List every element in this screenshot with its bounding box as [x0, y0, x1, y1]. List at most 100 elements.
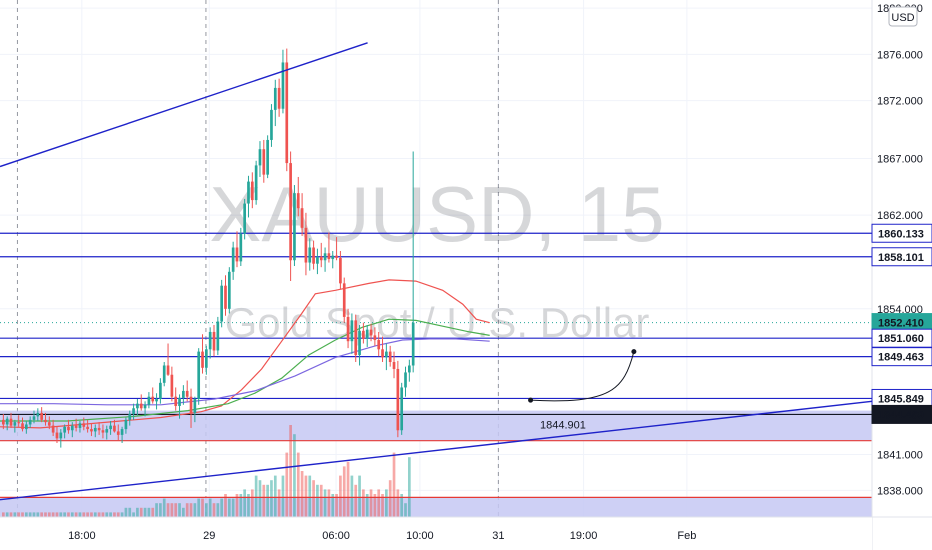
- candle-body: [36, 412, 40, 417]
- candle-body: [82, 423, 86, 427]
- volume-bar: [32, 512, 36, 517]
- candle-body: [201, 351, 204, 368]
- price-tick-label: 1867.000: [877, 153, 923, 165]
- volume-bar: [24, 512, 28, 517]
- volume-bar: [205, 503, 208, 517]
- candle-body: [377, 340, 381, 350]
- price-label-box: [871, 223, 932, 243]
- volume-bar: [373, 494, 377, 517]
- volume-bar: [304, 475, 308, 517]
- currency-button[interactable]: USD: [888, 6, 918, 27]
- candle-body: [205, 349, 208, 368]
- candle-body: [136, 403, 139, 409]
- candle-body: [231, 247, 235, 272]
- candle-body: [101, 430, 105, 433]
- volume-bar: [51, 512, 55, 517]
- volume-bar: [40, 512, 43, 517]
- candle-body: [170, 374, 174, 397]
- volume-bar: [365, 494, 369, 517]
- time-axis[interactable]: 18:00 29 06:00 10:00 31 19:00 Feb: [0, 516, 932, 550]
- candle-body: [47, 422, 51, 426]
- volume-bar: [9, 512, 13, 517]
- time-tick-label: 19:00: [570, 530, 598, 542]
- volume-bar: [235, 494, 239, 517]
- candle-body: [44, 419, 47, 423]
- candle-body: [308, 247, 312, 263]
- volume-bar: [151, 507, 155, 517]
- candle-body: [296, 193, 300, 209]
- candle-body: [392, 362, 396, 369]
- price-tick-label: 1841.000: [877, 450, 923, 462]
- volume-bar: [97, 512, 101, 517]
- candle-body: [243, 203, 246, 234]
- price-label: 1849.463: [871, 347, 932, 367]
- candle-body: [362, 330, 365, 339]
- volume-bar: [262, 484, 266, 517]
- price-axis[interactable]: 1880.0001876.0001872.0001867.0001862.000…: [871, 0, 932, 550]
- volume-bars: [2, 425, 411, 517]
- volume-bar: [392, 452, 396, 517]
- price-tick-label: 1854.000: [877, 304, 923, 316]
- candle-body: [51, 425, 55, 433]
- volume-bar: [182, 507, 185, 517]
- volume-bar: [178, 503, 181, 517]
- volume-bar: [90, 512, 93, 517]
- volume-bar: [36, 512, 40, 517]
- volume-bar: [166, 503, 170, 517]
- candle-body: [285, 62, 289, 164]
- price-label-text: 1860.133: [878, 228, 924, 240]
- candle-body: [147, 396, 151, 405]
- candle-body: [369, 329, 373, 336]
- moving-average-line: [0, 338, 490, 406]
- candle-body: [323, 253, 327, 261]
- trendline: [0, 400, 873, 501]
- candle-body: [273, 87, 277, 110]
- volume-bar: [13, 512, 17, 517]
- candle-body: [239, 233, 243, 262]
- price-label-text: 1852.410: [878, 318, 924, 330]
- horizontal-levels[interactable]: [0, 232, 872, 498]
- candle-body: [90, 429, 93, 432]
- volume-bar: [63, 512, 66, 517]
- price-label-text: 1858.101: [878, 252, 924, 264]
- volume-bar: [139, 507, 143, 517]
- candle-body: [162, 365, 166, 383]
- volume-bar: [47, 512, 51, 517]
- candle-body: [55, 432, 59, 439]
- time-tick-label: 10:00: [406, 530, 434, 542]
- candle-body: [13, 422, 17, 426]
- volume-bar: [377, 489, 381, 517]
- candle-body: [189, 396, 193, 413]
- candle-body: [193, 399, 197, 413]
- candle-body: [381, 349, 384, 358]
- candle-body: [388, 351, 392, 363]
- candle-body: [346, 316, 350, 342]
- candle-body: [113, 425, 116, 432]
- candle-body: [151, 396, 155, 402]
- candle-body: [166, 365, 170, 375]
- candle-body: [28, 419, 32, 425]
- candle-body: [277, 87, 281, 109]
- volume-bar: [289, 425, 292, 517]
- volume-bar: [281, 475, 285, 517]
- volume-bar: [312, 480, 315, 517]
- candle-body: [86, 426, 89, 430]
- price-tick-label: 1838.000: [877, 485, 923, 497]
- candle-body: [32, 416, 36, 420]
- candle-body: [212, 331, 216, 351]
- volume-bar: [350, 475, 354, 517]
- volume-bar: [5, 512, 9, 517]
- volume-bar: [224, 494, 227, 517]
- time-tick-label: 31: [492, 530, 504, 542]
- candle-body: [116, 431, 120, 435]
- volume-bar: [300, 471, 304, 517]
- price-label-text: 1849.463: [878, 352, 924, 364]
- candle-body: [220, 285, 224, 322]
- volume-bar: [201, 498, 204, 517]
- moving-average-line: [0, 318, 490, 422]
- volume-bar: [174, 503, 178, 517]
- price-label-box: [871, 404, 932, 424]
- drawings[interactable]: [0, 42, 873, 501]
- price-label: 1852.410: [871, 313, 932, 333]
